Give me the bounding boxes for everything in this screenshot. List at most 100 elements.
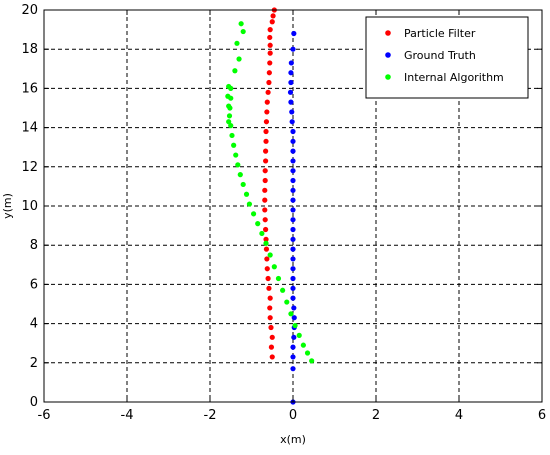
data-point bbox=[270, 13, 276, 19]
data-point bbox=[290, 197, 296, 203]
data-point bbox=[288, 60, 294, 66]
data-point bbox=[290, 46, 296, 52]
data-point bbox=[240, 181, 246, 188]
data-point bbox=[228, 123, 234, 129]
data-point bbox=[267, 60, 273, 66]
data-point bbox=[263, 240, 269, 246]
data-point bbox=[290, 217, 296, 223]
x-tick-label: -4 bbox=[121, 408, 134, 423]
data-point bbox=[262, 168, 268, 174]
legend-label: Internal Algorithm bbox=[404, 71, 504, 84]
y-tick-label: 2 bbox=[30, 356, 38, 371]
x-tick-label: -6 bbox=[38, 408, 51, 423]
data-point bbox=[309, 358, 315, 364]
x-tick-label: 6 bbox=[538, 408, 546, 423]
data-point bbox=[290, 158, 296, 164]
x-tick-label: 4 bbox=[455, 408, 463, 423]
data-point bbox=[228, 85, 234, 91]
data-point bbox=[262, 187, 268, 193]
y-tick-label: 16 bbox=[21, 81, 38, 96]
data-point bbox=[269, 334, 275, 340]
data-point bbox=[291, 334, 297, 340]
data-point bbox=[269, 19, 275, 25]
data-point bbox=[290, 256, 296, 262]
data-point bbox=[234, 40, 240, 46]
data-point bbox=[300, 342, 306, 348]
x-tick-label: -2 bbox=[204, 408, 217, 423]
data-point bbox=[238, 21, 244, 27]
data-point bbox=[232, 68, 238, 74]
data-point bbox=[267, 295, 273, 301]
data-point bbox=[263, 148, 269, 154]
data-point bbox=[255, 221, 261, 227]
data-point bbox=[236, 56, 242, 62]
data-point bbox=[267, 27, 273, 33]
data-point bbox=[264, 256, 270, 262]
y-tick-label: 14 bbox=[21, 121, 38, 136]
data-point bbox=[268, 344, 275, 350]
data-point bbox=[265, 275, 271, 282]
data-point bbox=[267, 34, 273, 41]
data-point bbox=[266, 70, 272, 76]
y-tick-label: 8 bbox=[30, 238, 38, 253]
y-tick-label: 6 bbox=[30, 277, 38, 292]
y-tick-label: 20 bbox=[21, 3, 38, 18]
data-point bbox=[287, 89, 294, 95]
x-tick-label: 2 bbox=[372, 408, 380, 423]
data-point bbox=[263, 138, 269, 144]
data-point bbox=[290, 344, 296, 350]
data-point bbox=[250, 211, 257, 217]
data-point bbox=[290, 138, 296, 144]
data-point bbox=[296, 332, 302, 338]
data-point bbox=[263, 158, 269, 164]
y-tick-label: 12 bbox=[21, 160, 38, 175]
y-tick-label: 10 bbox=[21, 199, 38, 214]
legend-entry: Ground Truth bbox=[385, 49, 476, 62]
legend-entry: Internal Algorithm bbox=[385, 71, 504, 84]
data-point bbox=[264, 266, 270, 272]
data-point bbox=[228, 95, 234, 101]
data-point bbox=[229, 132, 235, 139]
data-point bbox=[246, 201, 253, 207]
data-point bbox=[243, 191, 250, 197]
legend-entry: Particle Filter bbox=[385, 27, 476, 40]
data-point bbox=[288, 99, 294, 105]
data-point bbox=[290, 226, 296, 233]
data-layer bbox=[225, 7, 315, 405]
y-tick-label: 0 bbox=[30, 395, 38, 410]
data-point bbox=[235, 162, 241, 168]
data-point bbox=[262, 217, 268, 223]
data-point bbox=[290, 148, 296, 154]
data-point bbox=[290, 354, 296, 360]
data-point bbox=[288, 311, 294, 317]
data-point bbox=[231, 142, 237, 148]
data-point bbox=[267, 315, 273, 321]
axis-ticks: -6 -4 -2 0 2 4 6 0 2 4 6 8 10 12 14 16 18 20 bbox=[21, 3, 546, 423]
data-point bbox=[263, 119, 270, 125]
data-point bbox=[267, 42, 273, 48]
data-point bbox=[290, 275, 296, 282]
data-point bbox=[290, 246, 296, 252]
data-point bbox=[291, 315, 297, 321]
legend-entries: Particle Filter Ground Truth Internal Algo… bbox=[385, 27, 504, 84]
data-point bbox=[259, 230, 265, 237]
data-point bbox=[290, 177, 296, 184]
data-point bbox=[267, 50, 273, 56]
legend: Particle Filter Ground Truth Internal Algo… bbox=[365, 16, 529, 99]
data-point bbox=[289, 109, 295, 115]
legend-label: Ground Truth bbox=[404, 49, 476, 62]
data-point bbox=[288, 79, 294, 86]
legend-box bbox=[365, 16, 529, 99]
data-point bbox=[265, 89, 271, 95]
data-point bbox=[271, 264, 277, 270]
data-point bbox=[304, 350, 311, 356]
data-point bbox=[290, 187, 296, 193]
data-point bbox=[267, 252, 273, 258]
data-point bbox=[280, 287, 286, 293]
data-point bbox=[290, 366, 296, 372]
data-point bbox=[226, 119, 232, 125]
data-point bbox=[290, 207, 296, 213]
data-point bbox=[289, 119, 295, 125]
series-internal-algorithm bbox=[225, 21, 315, 364]
